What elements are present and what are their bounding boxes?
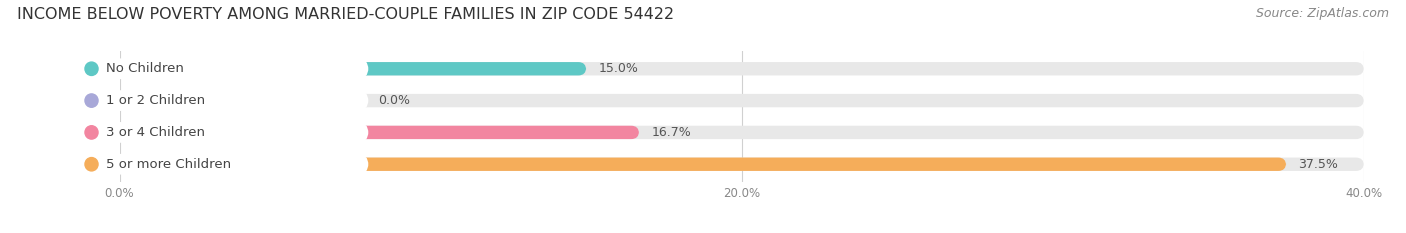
FancyBboxPatch shape — [120, 94, 1364, 107]
Text: 3 or 4 Children: 3 or 4 Children — [105, 126, 204, 139]
FancyBboxPatch shape — [73, 58, 368, 79]
Text: 1 or 2 Children: 1 or 2 Children — [105, 94, 205, 107]
Text: 15.0%: 15.0% — [599, 62, 638, 75]
FancyBboxPatch shape — [112, 94, 128, 107]
FancyBboxPatch shape — [120, 62, 586, 75]
FancyBboxPatch shape — [120, 158, 1286, 171]
FancyBboxPatch shape — [120, 126, 1364, 139]
Text: Source: ZipAtlas.com: Source: ZipAtlas.com — [1256, 7, 1389, 20]
Circle shape — [84, 158, 98, 171]
FancyBboxPatch shape — [120, 158, 1364, 171]
Circle shape — [84, 62, 98, 75]
Circle shape — [84, 126, 98, 139]
Text: 0.0%: 0.0% — [378, 94, 409, 107]
Text: 5 or more Children: 5 or more Children — [105, 158, 231, 171]
FancyBboxPatch shape — [120, 126, 638, 139]
Text: INCOME BELOW POVERTY AMONG MARRIED-COUPLE FAMILIES IN ZIP CODE 54422: INCOME BELOW POVERTY AMONG MARRIED-COUPL… — [17, 7, 673, 22]
FancyBboxPatch shape — [73, 122, 368, 143]
FancyBboxPatch shape — [73, 90, 368, 111]
Text: 37.5%: 37.5% — [1299, 158, 1339, 171]
FancyBboxPatch shape — [120, 62, 1364, 75]
Circle shape — [84, 94, 98, 107]
FancyBboxPatch shape — [73, 154, 368, 175]
Text: 16.7%: 16.7% — [651, 126, 692, 139]
Text: No Children: No Children — [105, 62, 183, 75]
